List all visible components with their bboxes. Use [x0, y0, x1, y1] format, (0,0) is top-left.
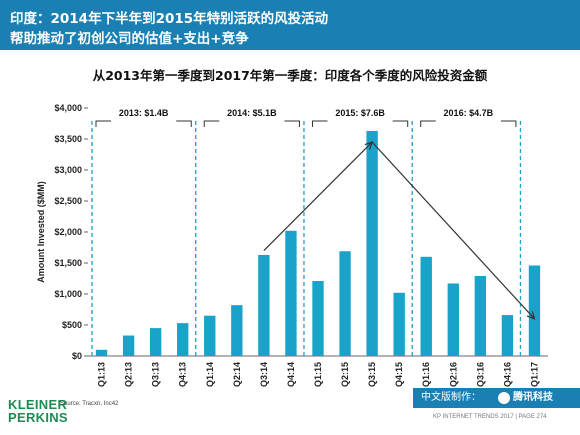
bar-q1-16 [420, 256, 432, 356]
bar-q3-14 [258, 254, 270, 356]
y-tick-label: $1,500 [54, 258, 82, 268]
y-tick-label: $2,000 [54, 227, 82, 237]
x-tick-label: Q4:13 [178, 362, 188, 387]
y-axis-label: Amount Invested ($MM) [36, 181, 46, 283]
x-tick-label: Q1:16 [421, 362, 431, 387]
x-tick-label: Q1:15 [313, 362, 323, 387]
x-tick-label: Q2:15 [340, 362, 350, 387]
x-tick-label: Q1:14 [205, 362, 215, 387]
kleiner-perkins-logo: KLEINER PERKINS [8, 398, 68, 424]
x-tick-label: Q2:14 [232, 362, 242, 387]
bar-q2-16 [447, 283, 459, 356]
y-tick-label: $500 [62, 320, 82, 330]
year-bracket-left [95, 120, 112, 127]
bar-q1-17 [528, 265, 541, 356]
x-tick-label: Q4:16 [502, 362, 512, 387]
year-bracket-left [420, 120, 436, 127]
bar-q3-15 [366, 130, 378, 356]
bar-q4-14 [285, 230, 297, 356]
x-tick-label: Q3:15 [367, 362, 377, 387]
y-tick-label: $0 [72, 351, 82, 361]
header-title-line1: 印度：2014年下半年到2015年特别活跃的风投活动 [10, 11, 329, 27]
x-tick-label: Q2:16 [448, 362, 458, 387]
footer-credit-bar: 中文版制作： 腾讯科技 [413, 388, 580, 408]
bar-q4-13 [177, 323, 189, 356]
year-total-label: 2016: $4.7B [444, 108, 494, 118]
bar-q4-15 [393, 292, 405, 356]
bar-q1-13 [95, 349, 108, 356]
chart-title: 从2013年第一季度到2017年第一季度：印度各个季度的风险投资金额 [92, 68, 488, 83]
bar-q3-16 [474, 276, 487, 356]
tencent-logo-icon [498, 392, 510, 404]
year-bracket-left [203, 120, 220, 127]
year-total-label: 2013: $1.4B [119, 108, 169, 118]
year-bracket-left [311, 120, 328, 127]
x-tick-label: Q3:13 [151, 362, 161, 387]
source-note: Source: Tracxn, Inc42 [60, 401, 119, 407]
x-tick-label: Q1:17 [529, 362, 539, 387]
brand-name: 腾讯科技 [513, 392, 553, 403]
header-title-line2: 帮助推动了初创公司的估值+支出+竞争 [10, 31, 249, 47]
year-bracket-right [176, 120, 192, 127]
x-tick-label: Q2:13 [124, 362, 134, 387]
logo-line1: KLEINER [8, 397, 68, 412]
year-bracket-right [392, 120, 409, 127]
bar-q2-15 [339, 251, 351, 356]
trend-arrow [263, 142, 372, 252]
bar-q1-15 [312, 280, 324, 356]
y-tick-label: $4,000 [54, 103, 82, 113]
x-tick-label: Q1:13 [97, 362, 107, 387]
bar-q3-13 [149, 328, 162, 356]
y-tick-label: $2,500 [54, 196, 82, 206]
y-tick-label: $3,500 [54, 134, 82, 144]
x-tick-label: Q3:16 [475, 362, 485, 387]
y-tick-label: $1,000 [54, 289, 82, 299]
year-bracket-right [284, 120, 300, 127]
year-bracket-right [500, 120, 517, 127]
bar-q2-14 [231, 305, 243, 356]
header-banner: 印度：2014年下半年到2015年特别活跃的风投活动 帮助推动了初创公司的估值+… [0, 0, 580, 50]
year-total-label: 2015: $7.6B [335, 108, 385, 118]
logo-line2: PERKINS [8, 410, 68, 425]
bar-q4-16 [501, 315, 514, 356]
bar-q2-13 [122, 335, 135, 356]
footer-page-note: KP INTERNET TRENDS 2017 | PAGE 274 [433, 414, 547, 420]
bar-q1-14 [204, 315, 216, 356]
year-total-label: 2014: $5.1B [227, 108, 277, 118]
x-tick-label: Q4:15 [394, 362, 404, 387]
made-by-label: 中文版制作： [421, 392, 481, 403]
x-tick-label: Q3:14 [259, 362, 269, 387]
x-tick-label: Q4:14 [286, 362, 296, 387]
y-tick-label: $3,000 [54, 165, 82, 175]
trend-arrow [371, 141, 534, 319]
